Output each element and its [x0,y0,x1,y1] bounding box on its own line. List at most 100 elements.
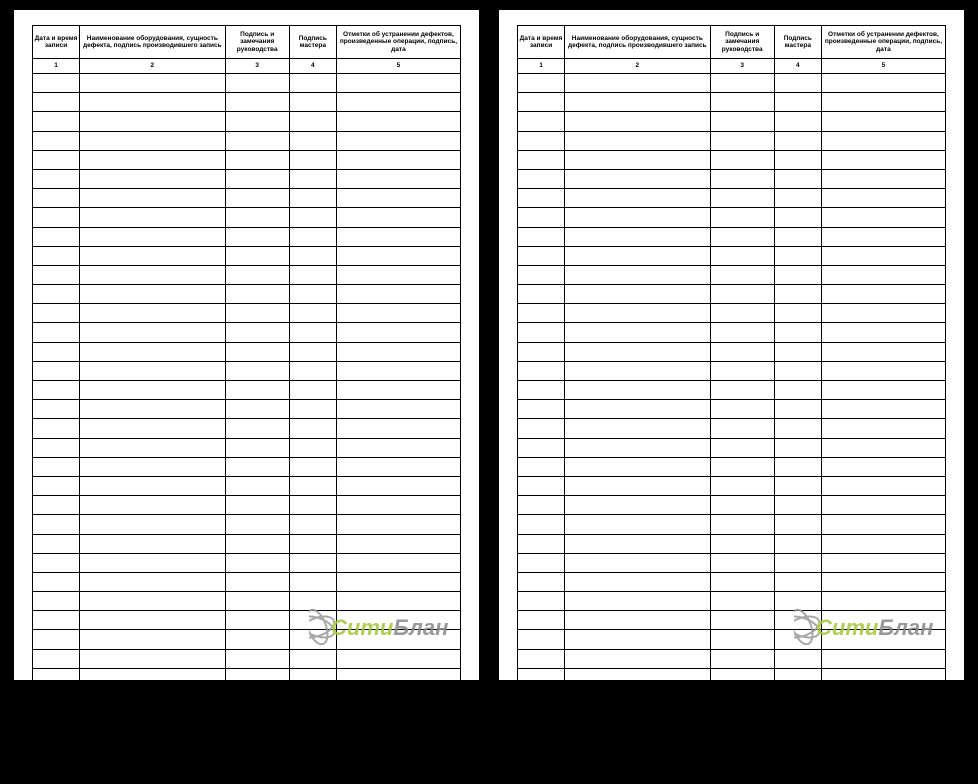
table-row [518,265,946,284]
cell [821,649,945,668]
cell [565,745,711,764]
cell [33,381,80,400]
cell [565,668,711,687]
table-row [33,630,461,649]
cell [80,515,226,534]
cell [565,438,711,457]
cell [336,169,460,188]
cell [710,726,774,745]
cell [33,400,80,419]
cell [774,189,821,208]
cell [33,668,80,687]
cell [33,515,80,534]
cell [225,74,289,93]
table-row [33,419,461,438]
table-row [518,419,946,438]
cell [289,726,336,745]
header-row: Дата и время записи Наименование оборудо… [518,26,946,59]
cell [225,323,289,342]
cell [774,515,821,534]
table-row [33,592,461,611]
cell [336,726,460,745]
cell [710,649,774,668]
cell [289,592,336,611]
cell [80,381,226,400]
cell [774,246,821,265]
col-num-5: 5 [336,59,460,74]
cell [225,611,289,630]
cell [33,764,80,783]
cell [518,476,565,495]
cell [225,726,289,745]
cell [289,265,336,284]
cell [518,208,565,227]
table-row [518,726,946,745]
cell [710,112,774,131]
cell [565,150,711,169]
cell [821,131,945,150]
table-row [518,592,946,611]
cell [80,726,226,745]
cell [80,630,226,649]
cell [821,515,945,534]
col-num-1: 1 [518,59,565,74]
table-row [33,400,461,419]
cell [225,592,289,611]
cell [80,361,226,380]
cell [518,323,565,342]
cell [565,496,711,515]
cell [565,131,711,150]
cell [774,131,821,150]
cell [518,246,565,265]
cell [336,745,460,764]
cell [565,515,711,534]
cell [774,169,821,188]
cell [336,553,460,572]
col-num-3: 3 [710,59,774,74]
cell [565,112,711,131]
cell [774,93,821,112]
cell [565,630,711,649]
cell [289,93,336,112]
cell [565,361,711,380]
cell [710,764,774,783]
table-row [33,74,461,93]
cell [518,764,565,783]
cell [821,668,945,687]
table-row [518,515,946,534]
cell [289,131,336,150]
table-row [518,189,946,208]
cell [336,285,460,304]
col-header-3: Подпись и замечания руководства [710,26,774,59]
cell [565,342,711,361]
cell [710,419,774,438]
table-row [33,323,461,342]
cell [336,688,460,707]
cell [336,649,460,668]
cell [710,438,774,457]
cell [289,688,336,707]
cell [774,668,821,687]
cell [80,227,226,246]
table-row [518,93,946,112]
cell [518,361,565,380]
cell [518,342,565,361]
cell [710,553,774,572]
table-row [33,745,461,764]
table-row [33,131,461,150]
cell [710,304,774,323]
table-row [33,112,461,131]
cell [289,764,336,783]
cell [565,726,711,745]
cell [289,400,336,419]
cell [774,649,821,668]
cell [225,169,289,188]
cell [774,707,821,726]
table-row [33,304,461,323]
cell [33,93,80,112]
table-row [518,381,946,400]
cell [289,227,336,246]
cell [289,649,336,668]
cell [710,572,774,591]
col-header-2: Наименование оборудования, сущность дефе… [80,26,226,59]
